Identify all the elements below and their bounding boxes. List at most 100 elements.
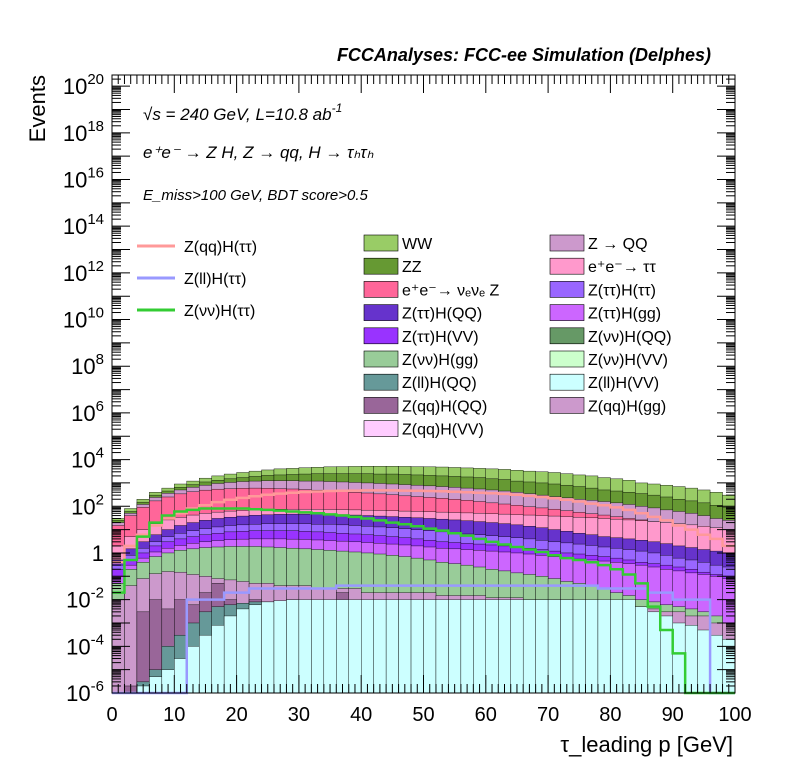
x-tick-label: 30: [288, 704, 310, 726]
chart-title: FCCAnalyses: FCC-ee Simulation (Delphes): [337, 45, 711, 65]
bar: [311, 599, 325, 694]
legend-swatch: [363, 281, 399, 298]
annotation-lumi-exponent: -1: [332, 101, 343, 115]
histogram-13: [136, 599, 736, 694]
legend-label: Z(ll)H(ττ): [184, 271, 246, 288]
bar: [361, 599, 374, 694]
legend-swatch: [549, 350, 585, 368]
legend-swatch: [549, 257, 585, 275]
bar: [136, 611, 150, 694]
y-tick-label: 1016: [63, 165, 104, 193]
legend-swatch: [363, 397, 399, 414]
bar: [547, 599, 561, 694]
legend-label: Z(qq)H(VV): [402, 422, 484, 439]
bar: [535, 599, 549, 694]
y-tick-label: 1: [92, 541, 104, 566]
y-tick-label: 1020: [63, 71, 104, 99]
y-tick-label: 1018: [63, 118, 104, 146]
annotations: √s = 240 GeV, L=10.8 ab-1 e⁺e⁻ → Z H, Z …: [143, 101, 374, 204]
y-tick-label: 10-2: [66, 585, 104, 613]
series-line-0: [112, 489, 735, 564]
bar: [622, 599, 636, 694]
plot-area: 0 10 20 30 40 50 60 70 80 90 10010-610-410-2110210…: [63, 71, 752, 726]
bar: [273, 600, 287, 694]
y-tick-label: 102: [71, 491, 104, 519]
bar: [597, 599, 611, 694]
legend-swatch: [363, 257, 399, 275]
x-tick-label: 90: [662, 704, 684, 726]
legend-label: Z(νν)H(QQ): [588, 329, 672, 346]
bar: [398, 599, 412, 694]
legend-label: Z(qq)H(QQ): [402, 398, 487, 415]
legend-swatch: [363, 373, 399, 391]
annotation-energy-text: √s = 240 GeV, L=10.8 ab: [143, 105, 332, 124]
bar: [660, 615, 673, 694]
series-line-2: [112, 507, 735, 695]
legend-label: ZZ: [402, 259, 422, 276]
bar: [323, 599, 337, 694]
y-tick-label: 10-6: [66, 678, 104, 706]
bar: [298, 599, 312, 694]
bar: [286, 599, 300, 694]
legend-swatch: [363, 304, 399, 321]
x-axis-label: τ_leading p [GeV]: [560, 732, 733, 757]
bar: [448, 599, 462, 694]
y-tick-label: 108: [71, 351, 104, 379]
bar: [423, 599, 437, 694]
x-tick-label: 60: [475, 704, 497, 726]
bar: [236, 608, 250, 694]
y-tick-label: 1014: [63, 211, 104, 239]
legend-label: Z(ττ)H(QQ): [402, 306, 482, 323]
legend-swatch: [549, 234, 585, 252]
y-axis-label: Events: [25, 75, 50, 142]
x-tick-label: 50: [412, 704, 434, 726]
legend-label: Z(ττ)H(VV): [402, 329, 479, 346]
legend-swatch: [549, 397, 585, 414]
legend-label: e⁺e⁻→ νₑνₑ Z: [402, 282, 499, 299]
stacked-histograms: [111, 466, 736, 694]
bar: [560, 599, 574, 694]
bar: [348, 599, 362, 694]
bar: [124, 585, 138, 694]
legend-label: Z(qq)H(ττ): [184, 239, 257, 256]
y-tick-label: 104: [71, 445, 104, 473]
bar: [248, 604, 262, 694]
bar: [435, 599, 449, 694]
y-tick-label: 10-4: [66, 631, 104, 659]
bar: [336, 599, 349, 694]
legend-label: Z(νν)H(ττ): [184, 303, 255, 320]
legend-label: Z(ττ)H(ττ): [588, 282, 656, 299]
annotation-energy-lumi: √s = 240 GeV, L=10.8 ab-1: [143, 101, 342, 124]
bar: [684, 625, 698, 694]
x-tick-label: 0: [106, 704, 117, 726]
legend-label: Z(ττ)H(gg): [588, 306, 661, 323]
annotation-process: e⁺e⁻ → Z H, Z → qq, H → τₕτₕ: [143, 143, 374, 162]
bar: [510, 599, 524, 694]
bar: [635, 606, 648, 694]
y-tick-label: 1012: [63, 258, 104, 286]
legend-swatch: [363, 327, 399, 345]
x-tick-label: 40: [350, 704, 372, 726]
bar: [373, 599, 387, 694]
y-tick-label: 106: [71, 398, 104, 426]
x-tick-label: 20: [225, 704, 247, 726]
legend-label: Z(νν)H(VV): [588, 352, 668, 369]
bar: [697, 629, 711, 694]
legend-swatch: [549, 304, 585, 321]
y-tick-label: 1010: [63, 305, 104, 333]
bar: [485, 599, 499, 694]
legend-label: Z(ll)H(QQ): [402, 375, 477, 392]
legend-swatch: [363, 420, 399, 437]
x-tick-label: 100: [718, 704, 751, 726]
legend-swatch: [363, 234, 399, 252]
legend-label: Z(νν)H(gg): [402, 352, 478, 369]
legend-swatch: [549, 373, 585, 391]
bar: [410, 599, 424, 694]
bar: [610, 599, 624, 694]
legend-label: e⁺e⁻→ ττ: [588, 259, 656, 276]
legend-label: WW: [402, 236, 433, 253]
axis-ticks: 0 10 20 30 40 50 60 70 80 90 10010-610-410-2110210…: [63, 71, 752, 726]
bar: [261, 601, 275, 694]
bar: [473, 599, 486, 694]
